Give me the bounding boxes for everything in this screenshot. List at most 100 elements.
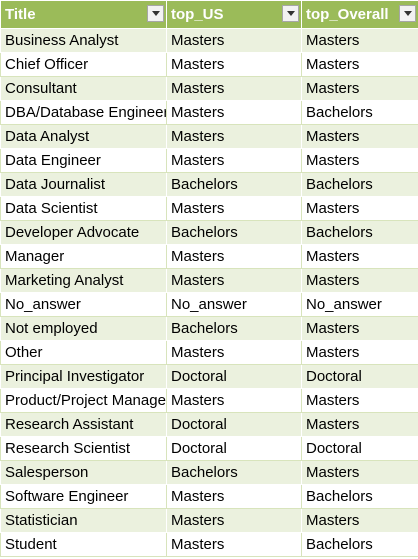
table-row: Data Journalist Bachelors Bachelors <box>0 172 418 197</box>
table-body: Business Analyst Masters Masters Chief Offi… <box>0 28 418 557</box>
table-row: Marketing Analyst Masters Masters <box>0 268 418 293</box>
cell-title[interactable]: Data Engineer <box>0 148 167 173</box>
cell-top-overall[interactable]: Masters <box>301 388 418 413</box>
table-row: Principal Investigator Doctoral Doctoral <box>0 364 418 389</box>
column-header-top-us[interactable]: top_US <box>166 0 302 29</box>
cell-top-overall[interactable]: Masters <box>301 460 418 485</box>
cell-top-us[interactable]: Masters <box>166 388 302 413</box>
cell-title[interactable]: No_answer <box>0 292 167 317</box>
table-row: Developer Advocate Bachelors Bachelors <box>0 220 418 245</box>
cell-title[interactable]: Student <box>0 532 167 557</box>
cell-top-overall[interactable]: Bachelors <box>301 220 418 245</box>
cell-top-overall[interactable]: Masters <box>301 508 418 533</box>
table-row: No_answer No_answer No_answer <box>0 292 418 317</box>
cell-title[interactable]: Statistician <box>0 508 167 533</box>
cell-top-us[interactable]: Masters <box>166 484 302 509</box>
cell-top-overall[interactable]: Masters <box>301 196 418 221</box>
cell-top-us[interactable]: No_answer <box>166 292 302 317</box>
cell-top-overall[interactable]: Masters <box>301 412 418 437</box>
cell-top-us[interactable]: Masters <box>166 76 302 101</box>
cell-title[interactable]: Not employed <box>0 316 167 341</box>
cell-top-us[interactable]: Masters <box>166 196 302 221</box>
cell-title[interactable]: DBA/Database Engineer <box>0 100 167 125</box>
cell-title[interactable]: Other <box>0 340 167 365</box>
table-row: Data Scientist Masters Masters <box>0 196 418 221</box>
cell-top-overall[interactable]: Masters <box>301 244 418 269</box>
cell-top-overall[interactable]: Masters <box>301 52 418 77</box>
cell-title[interactable]: Research Assistant <box>0 412 167 437</box>
cell-top-overall[interactable]: Masters <box>301 76 418 101</box>
table-row: Product/Project Manager Masters Masters <box>0 388 418 413</box>
cell-title[interactable]: Marketing Analyst <box>0 268 167 293</box>
table-row: Data Engineer Masters Masters <box>0 148 418 173</box>
column-header-label: Title <box>5 6 36 23</box>
column-header-label: top_Overall <box>306 6 389 23</box>
cell-top-us[interactable]: Masters <box>166 268 302 293</box>
cell-title[interactable]: Consultant <box>0 76 167 101</box>
cell-top-overall[interactable]: Bachelors <box>301 172 418 197</box>
cell-top-us[interactable]: Masters <box>166 100 302 125</box>
cell-top-overall[interactable]: Masters <box>301 340 418 365</box>
cell-top-us[interactable]: Bachelors <box>166 220 302 245</box>
cell-top-overall[interactable]: Masters <box>301 316 418 341</box>
cell-top-overall[interactable]: Masters <box>301 124 418 149</box>
table-row: Chief Officer Masters Masters <box>0 52 418 77</box>
filter-dropdown-icon[interactable] <box>147 5 164 22</box>
cell-top-us[interactable]: Doctoral <box>166 364 302 389</box>
table-row: Research Assistant Doctoral Masters <box>0 412 418 437</box>
table-row: Manager Masters Masters <box>0 244 418 269</box>
cell-top-us[interactable]: Masters <box>166 532 302 557</box>
table-row: Other Masters Masters <box>0 340 418 365</box>
cell-top-us[interactable]: Masters <box>166 508 302 533</box>
cell-top-overall[interactable]: Masters <box>301 268 418 293</box>
filter-dropdown-icon[interactable] <box>282 5 299 22</box>
cell-title[interactable]: Manager <box>0 244 167 269</box>
cell-top-us[interactable]: Doctoral <box>166 412 302 437</box>
table-row: Not employed Bachelors Masters <box>0 316 418 341</box>
table-row: Business Analyst Masters Masters <box>0 28 418 53</box>
cell-top-us[interactable]: Doctoral <box>166 436 302 461</box>
cell-title[interactable]: Product/Project Manager <box>0 388 167 413</box>
table-row: Student Masters Bachelors <box>0 532 418 557</box>
cell-top-us[interactable]: Bachelors <box>166 172 302 197</box>
cell-top-overall[interactable]: Bachelors <box>301 100 418 125</box>
cell-top-us[interactable]: Masters <box>166 52 302 77</box>
filter-dropdown-icon[interactable] <box>399 5 416 22</box>
cell-top-overall[interactable]: Bachelors <box>301 484 418 509</box>
table-row: DBA/Database Engineer Masters Bachelors <box>0 100 418 125</box>
column-header-label: top_US <box>171 6 224 23</box>
table-row: Research Scientist Doctoral Doctoral <box>0 436 418 461</box>
cell-top-overall[interactable]: Masters <box>301 148 418 173</box>
cell-top-overall[interactable]: Masters <box>301 28 418 53</box>
cell-title[interactable]: Salesperson <box>0 460 167 485</box>
cell-top-us[interactable]: Bachelors <box>166 316 302 341</box>
table-row: Data Analyst Masters Masters <box>0 124 418 149</box>
cell-title[interactable]: Research Scientist <box>0 436 167 461</box>
cell-top-overall[interactable]: Doctoral <box>301 364 418 389</box>
cell-title[interactable]: Data Journalist <box>0 172 167 197</box>
cell-top-overall[interactable]: Doctoral <box>301 436 418 461</box>
cell-top-us[interactable]: Masters <box>166 28 302 53</box>
table-row: Consultant Masters Masters <box>0 76 418 101</box>
cell-title[interactable]: Principal Investigator <box>0 364 167 389</box>
cell-top-us[interactable]: Bachelors <box>166 460 302 485</box>
cell-title[interactable]: Business Analyst <box>0 28 167 53</box>
cell-title[interactable]: Chief Officer <box>0 52 167 77</box>
column-header-top-overall[interactable]: top_Overall <box>301 0 418 29</box>
cell-title[interactable]: Software Engineer <box>0 484 167 509</box>
cell-top-us[interactable]: Masters <box>166 244 302 269</box>
cell-top-overall[interactable]: Bachelors <box>301 532 418 557</box>
cell-top-overall[interactable]: No_answer <box>301 292 418 317</box>
table-row: Salesperson Bachelors Masters <box>0 460 418 485</box>
cell-title[interactable]: Data Analyst <box>0 124 167 149</box>
cell-top-us[interactable]: Masters <box>166 148 302 173</box>
cell-title[interactable]: Data Scientist <box>0 196 167 221</box>
table-row: Software Engineer Masters Bachelors <box>0 484 418 509</box>
cell-top-us[interactable]: Masters <box>166 124 302 149</box>
column-header-title[interactable]: Title <box>0 0 167 29</box>
cell-title[interactable]: Developer Advocate <box>0 220 167 245</box>
cell-top-us[interactable]: Masters <box>166 340 302 365</box>
header-row: Title top_US top_Overall <box>0 0 418 29</box>
table-row: Statistician Masters Masters <box>0 508 418 533</box>
